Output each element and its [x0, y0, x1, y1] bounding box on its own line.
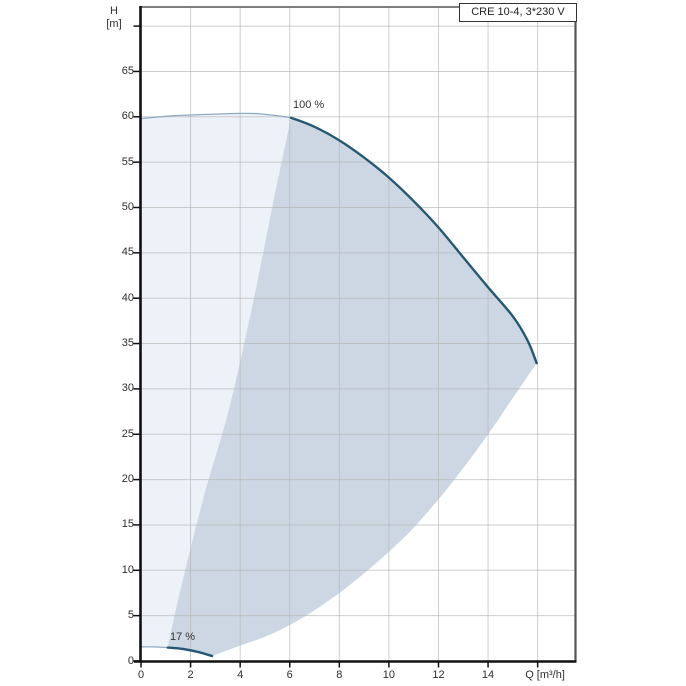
y-tick-label: 50 — [121, 201, 134, 213]
x-tick-label: 8 — [336, 669, 343, 681]
min-speed-lead-in — [140, 646, 169, 649]
y-tick-label: 25 — [121, 427, 134, 440]
y-tick-label: 55 — [121, 155, 134, 168]
y-tick-label: 0 — [127, 654, 134, 667]
y-tick-label: 10 — [121, 563, 134, 576]
min-speed-curve — [166, 646, 214, 658]
x-tick-label: 14 — [481, 669, 495, 681]
pump-model-badge: CRE 10-4, 3*230 V — [459, 3, 577, 22]
y-tick-label: 20 — [121, 473, 134, 486]
y-tick-label: 45 — [121, 246, 134, 259]
x-tick-label: 4 — [237, 669, 244, 681]
max-speed-lead-in — [140, 112, 292, 120]
y-tick-label: 15 — [121, 518, 134, 531]
x-tick-label: 12 — [432, 669, 445, 681]
y-tick-label: 65 — [121, 64, 134, 77]
y-tick-label: 40 — [121, 291, 134, 304]
y-axis-unit-line1: H — [110, 5, 118, 17]
y-tick-label: 60 — [121, 110, 134, 123]
y-tick-label: 35 — [121, 337, 134, 350]
x-tick-label: 0 — [137, 669, 145, 681]
x-tick-label: 6 — [286, 669, 293, 681]
min-speed-curve-label: 17 % — [170, 631, 196, 643]
max-speed-curve-label: 100 % — [293, 99, 325, 111]
x-tick-label: 2 — [187, 669, 194, 681]
x-tick-label: 10 — [382, 669, 396, 681]
max-speed-curve — [289, 116, 538, 365]
x-axis-unit: Q [m³/h] — [525, 669, 565, 681]
y-tick-label: 30 — [121, 382, 134, 395]
constant-speed-region — [141, 113, 291, 648]
y-axis-unit-line2: [m] — [106, 18, 122, 30]
y-tick-label: 5 — [127, 609, 134, 622]
variable-speed-envelope-region — [167, 117, 537, 656]
